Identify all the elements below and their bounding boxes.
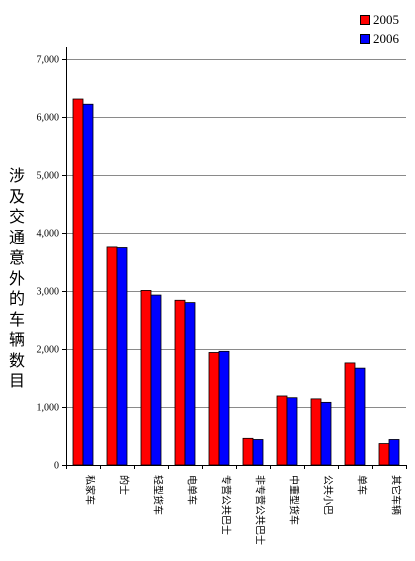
x-tick-label-6: 非专营公共巴士	[254, 475, 267, 545]
bars	[72, 98, 400, 466]
bar-2005-6	[242, 437, 254, 466]
legend-label-2006: 2006	[373, 30, 399, 46]
bar-2005-1	[72, 98, 84, 466]
bar-2006-8	[320, 401, 332, 466]
x-tick-labels: 私家车 的士 轻型货车 电单车 专营公共巴士 非专营公共巴士 中重型货车 公共小巴 单车 其它车辆	[84, 475, 403, 545]
bar-2006-3	[150, 294, 162, 466]
y-tick-label: 6,000	[37, 113, 60, 124]
x-tick-label-3: 轻型货车	[152, 475, 165, 515]
bar-2006-4	[184, 302, 196, 466]
bar-2005-10	[378, 443, 390, 466]
legend-swatch-2005	[360, 14, 370, 25]
bar-2005-4	[174, 299, 186, 466]
bar-2006-5	[218, 350, 230, 466]
x-tick-label-1: 私家车	[84, 475, 97, 505]
bar-2005-2	[106, 246, 118, 466]
x-tick-label-7: 中重型货车	[288, 475, 301, 525]
x-tick-label-2: 的士	[118, 475, 131, 495]
y-tick-labels: 0 1,000 2,000 3,000 4,000 5,000 6,000 7,000	[37, 55, 60, 472]
x-tick-label-10: 其它车辆	[390, 475, 403, 515]
y-tick-label: 5,000	[37, 171, 60, 182]
y-tick-label: 0	[54, 461, 59, 472]
bar-2006-10	[388, 439, 400, 466]
y-tick-label: 2,000	[37, 345, 60, 356]
bar-2005-9	[344, 362, 356, 466]
legend-item-2005: 2005	[360, 10, 399, 29]
y-tick-label: 3,000	[37, 287, 60, 298]
legend: 2005 2006	[360, 10, 399, 48]
bar-2005-3	[140, 290, 152, 466]
x-tick-label-9: 单车	[356, 475, 369, 495]
legend-label-2005: 2005	[373, 11, 399, 27]
y-axis-label: 涉及交通意外的车辆数目	[8, 166, 25, 390]
y-tick-label: 1,000	[37, 403, 60, 414]
legend-swatch-2006	[360, 33, 370, 44]
x-tick-label-4: 电单车	[186, 475, 199, 505]
bar-2006-9	[354, 367, 366, 466]
x-tick-label-8: 公共小巴	[322, 475, 334, 515]
bar-2006-2	[116, 247, 128, 466]
bar-2006-1	[82, 103, 94, 466]
bar-2006-7	[286, 397, 298, 466]
y-tick-label: 7,000	[37, 55, 60, 66]
x-tick-label-5: 专营公共巴士	[220, 475, 233, 535]
bar-2005-8	[310, 398, 322, 466]
axes	[62, 47, 407, 469]
bar-2006-6	[252, 439, 264, 466]
y-tick-label: 4,000	[37, 229, 60, 240]
legend-item-2006: 2006	[360, 29, 399, 48]
bar-2005-5	[208, 352, 220, 466]
bar-2005-7	[276, 395, 288, 466]
